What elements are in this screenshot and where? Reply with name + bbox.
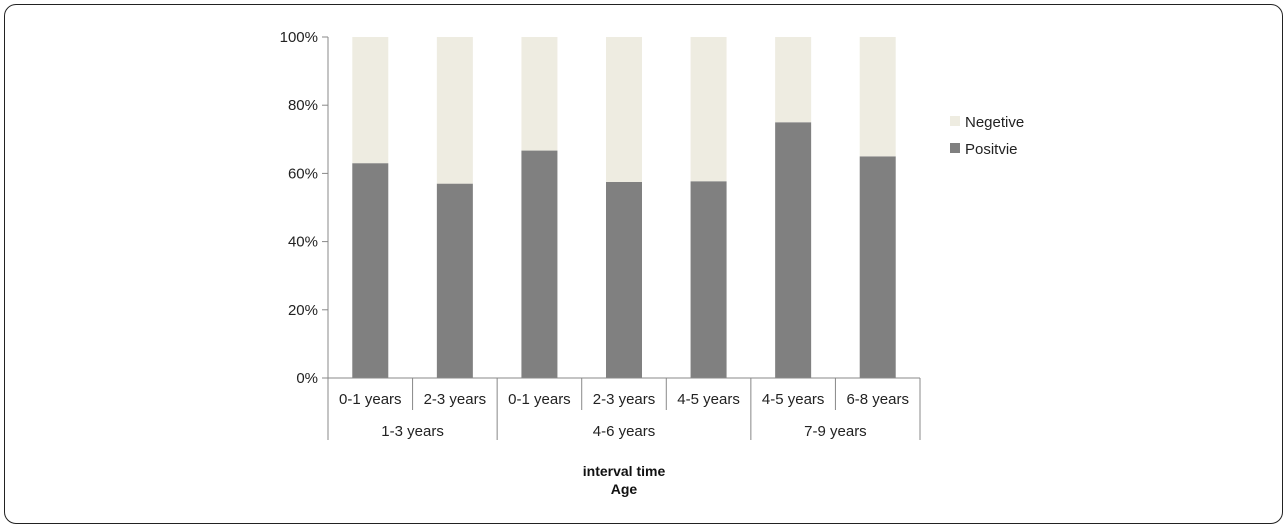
bar-negetive-4 xyxy=(606,37,642,182)
bars-layer xyxy=(352,37,896,378)
axes-layer: 0% 20% 40% 60% 80% 100% 0-1 years 2-3 years 0-1 … xyxy=(280,29,921,440)
y-tick-label: 60% xyxy=(288,165,318,182)
legend: Negetive Positvie xyxy=(950,114,1024,158)
y-tick-label: 40% xyxy=(288,234,318,251)
x-category-label: 0-1 years xyxy=(508,391,571,408)
bar-negetive-2 xyxy=(436,37,473,184)
x-category-label: 2-3 years xyxy=(593,391,656,408)
x-category-label: 4-5 years xyxy=(762,391,825,408)
x-group-label: 4-6 years xyxy=(593,423,656,440)
bar-positvie-6 xyxy=(775,122,812,378)
bar-positvie-5 xyxy=(690,181,727,378)
legend-label-positvie: Positvie xyxy=(965,141,1018,158)
bar-negetive-6 xyxy=(775,37,812,123)
x-axis-title: interval time xyxy=(583,463,666,479)
bar-positvie-3 xyxy=(521,150,558,378)
x-category-label: 0-1 years xyxy=(339,391,402,408)
bar-negetive-7 xyxy=(859,37,896,157)
bar-positvie-2 xyxy=(436,183,473,378)
x-category-label: 2-3 years xyxy=(424,391,487,408)
bar-positvie-7 xyxy=(859,156,896,378)
legend-label-negetive: Negetive xyxy=(965,114,1024,131)
x-group-label: 7-9 years xyxy=(804,423,867,440)
bar-positvie-1 xyxy=(352,163,389,378)
legend-swatch-negetive xyxy=(950,116,960,126)
bar-negetive-3 xyxy=(521,37,558,151)
bar-positvie-4 xyxy=(606,181,642,378)
y-tick-label: 80% xyxy=(288,97,318,114)
x-category-label: 6-8 years xyxy=(846,391,909,408)
y-tick-label: 100% xyxy=(280,29,318,46)
x-axis-title-secondary: Age xyxy=(611,481,638,497)
x-category-label: 4-5 years xyxy=(677,391,740,408)
x-group-label: 1-3 years xyxy=(381,423,444,440)
bar-negetive-5 xyxy=(690,37,727,182)
bar-negetive-1 xyxy=(352,37,389,164)
y-tick-label: 20% xyxy=(288,302,318,319)
legend-swatch-positvie xyxy=(950,143,960,153)
stacked-bar-chart: 0% 20% 40% 60% 80% 100% 0-1 years 2-3 years 0-1 … xyxy=(280,29,1025,497)
y-tick-label: 0% xyxy=(296,370,318,387)
